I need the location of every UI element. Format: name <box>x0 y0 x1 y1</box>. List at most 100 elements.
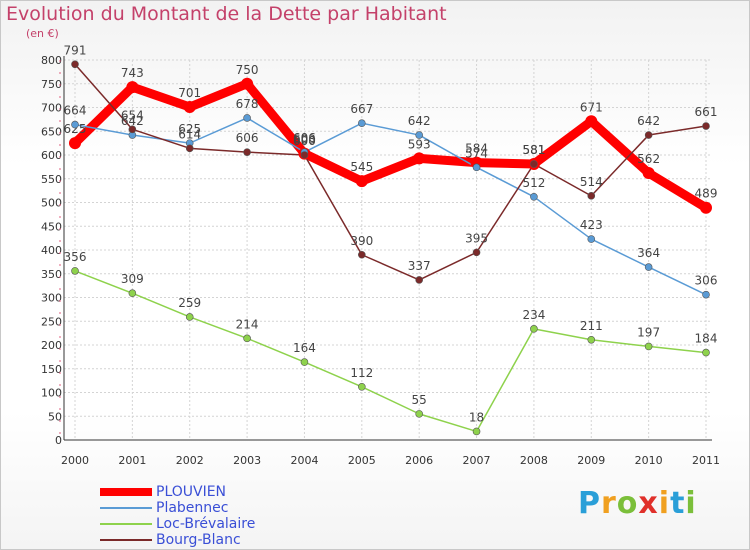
y-tick-label: 150 <box>41 363 62 376</box>
data-label: 642 <box>121 114 144 128</box>
data-label: 600 <box>293 134 316 148</box>
data-label: 606 <box>293 131 316 145</box>
x-tick-label: 2010 <box>635 454 663 467</box>
data-label: 664 <box>64 104 87 118</box>
y-tick-label: 200 <box>41 339 62 352</box>
data-label: 642 <box>637 114 660 128</box>
data-label: 18 <box>469 410 484 424</box>
data-point <box>472 163 481 172</box>
data-label: 606 <box>236 131 259 145</box>
data-label: 197 <box>637 325 660 339</box>
data-point <box>413 152 426 165</box>
y-tick-label: 250 <box>41 315 62 328</box>
y-tick-label: 450 <box>41 220 62 233</box>
data-point <box>185 313 194 321</box>
data-point <box>530 193 538 201</box>
data-point <box>642 167 655 180</box>
data-label: 603 <box>293 133 316 147</box>
data-label: 112 <box>350 366 373 380</box>
data-label: 211 <box>580 319 603 333</box>
y-tick-label: 600 <box>41 149 62 162</box>
data-point <box>472 427 481 436</box>
data-point <box>702 290 710 299</box>
data-point <box>126 81 139 94</box>
proxiti-logo: Proxiti <box>578 486 697 521</box>
legend-label: Plabennec <box>156 500 229 516</box>
data-label: 184 <box>695 332 718 346</box>
data-label: 574 <box>465 146 488 160</box>
data-point <box>243 114 251 122</box>
chart-title: Evolution du Montant de la Dette par Hab… <box>6 3 447 25</box>
data-point <box>472 248 481 257</box>
data-label: 625 <box>178 122 201 136</box>
data-point <box>71 267 79 275</box>
data-label: 701 <box>178 86 201 100</box>
x-tick-label: 2011 <box>692 454 720 467</box>
legend-swatch <box>100 488 152 496</box>
data-point <box>69 137 81 150</box>
data-label: 364 <box>637 246 660 260</box>
data-label: 654 <box>121 108 144 122</box>
data-label: 625 <box>64 122 87 136</box>
data-point <box>702 348 710 357</box>
data-label: 395 <box>465 231 488 245</box>
data-label: 234 <box>522 308 545 322</box>
legend-item: PLOUVIEN <box>100 484 320 500</box>
logo-letter: o <box>616 486 639 521</box>
chart-legend: PLOUVIEN Plabennec Loc-Brévalaire Bourg-Bla… <box>100 484 320 548</box>
data-point <box>243 148 251 156</box>
data-label: 593 <box>408 137 431 151</box>
data-label: 545 <box>350 160 373 174</box>
data-label: 214 <box>236 317 259 331</box>
data-point <box>183 101 196 114</box>
data-label: 55 <box>412 393 427 407</box>
x-tick-label: 2003 <box>233 454 261 467</box>
data-label: 581 <box>522 143 545 157</box>
data-label: 791 <box>64 43 87 57</box>
data-point <box>587 192 596 200</box>
data-point <box>644 342 653 351</box>
series-line-plouvien <box>71 79 709 212</box>
y-axis-unit: (en €) <box>26 27 59 40</box>
x-tick-label: 2004 <box>290 454 318 467</box>
data-label: 642 <box>408 114 431 128</box>
data-point <box>587 235 596 243</box>
legend-swatch <box>100 523 152 525</box>
data-label: 306 <box>695 274 718 288</box>
data-point <box>300 151 309 159</box>
logo-letter: x <box>638 486 659 521</box>
data-label: 356 <box>64 250 87 264</box>
data-label: 164 <box>293 341 316 355</box>
data-label: 337 <box>408 259 431 273</box>
legend-swatch <box>100 507 152 509</box>
data-label: 671 <box>580 100 603 114</box>
y-tick-label: 700 <box>41 102 62 115</box>
data-point <box>71 120 79 129</box>
legend-swatch <box>100 539 152 541</box>
data-label: 667 <box>350 102 373 116</box>
y-tick-label: 550 <box>41 173 62 186</box>
data-label: 743 <box>121 66 144 80</box>
data-point <box>128 125 137 134</box>
legend-item: Bourg-Blanc <box>100 532 320 548</box>
data-label: 309 <box>121 272 144 286</box>
data-point <box>530 160 538 168</box>
series-line-plabennec <box>74 117 707 296</box>
y-tick-label: 500 <box>41 197 62 210</box>
y-tick-label: 50 <box>48 410 62 423</box>
y-tick-label: 800 <box>41 54 62 67</box>
data-point <box>358 119 366 127</box>
data-point <box>587 335 596 344</box>
series-line-loc-br-valaire <box>74 270 707 433</box>
y-tick-label: 0 <box>55 434 62 447</box>
data-point <box>702 122 710 130</box>
data-point <box>71 60 79 69</box>
x-tick-label: 2002 <box>176 454 204 467</box>
legend-label: Bourg-Blanc <box>156 532 241 548</box>
x-tick-label: 2007 <box>463 454 491 467</box>
data-point <box>644 131 653 139</box>
data-label: 423 <box>580 218 603 232</box>
data-label: 514 <box>580 175 603 189</box>
legend-item: Loc-Brévalaire <box>100 516 320 532</box>
